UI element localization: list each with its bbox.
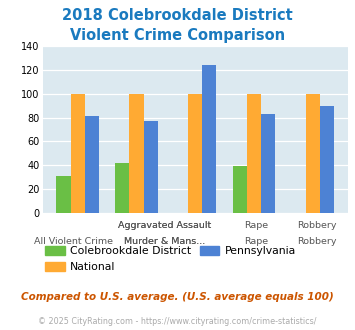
Text: Compared to U.S. average. (U.S. average equals 100): Compared to U.S. average. (U.S. average … <box>21 292 334 302</box>
Bar <box>143 121 158 213</box>
Text: Aggravated Assault: Aggravated Assault <box>118 221 211 230</box>
Text: Aggravated Assault: Aggravated Assault <box>118 221 211 230</box>
Text: © 2025 CityRating.com - https://www.cityrating.com/crime-statistics/: © 2025 CityRating.com - https://www.city… <box>38 317 317 326</box>
Bar <box>71 94 85 213</box>
Bar <box>56 176 71 213</box>
Bar <box>202 65 217 213</box>
Bar <box>247 94 261 213</box>
Bar <box>306 94 320 213</box>
Text: All Violent Crime: All Violent Crime <box>34 237 113 246</box>
Text: 2018 Colebrookdale District: 2018 Colebrookdale District <box>62 8 293 23</box>
Bar <box>129 94 143 213</box>
Text: Murder & Mans...: Murder & Mans... <box>124 237 205 246</box>
Legend: Colebrookdale District, National, Pennsylvania: Colebrookdale District, National, Pennsy… <box>41 241 300 277</box>
Text: Murder & Mans...: Murder & Mans... <box>124 237 205 246</box>
Bar <box>115 163 129 213</box>
Bar <box>85 116 99 213</box>
Text: Rape: Rape <box>244 221 268 230</box>
Text: Violent Crime Comparison: Violent Crime Comparison <box>70 28 285 43</box>
Bar <box>233 166 247 213</box>
Text: Robbery: Robbery <box>297 221 337 230</box>
Text: Rape: Rape <box>244 237 268 246</box>
Text: Robbery: Robbery <box>297 237 337 246</box>
Bar <box>261 114 275 213</box>
Bar <box>188 94 202 213</box>
Bar <box>320 106 334 213</box>
